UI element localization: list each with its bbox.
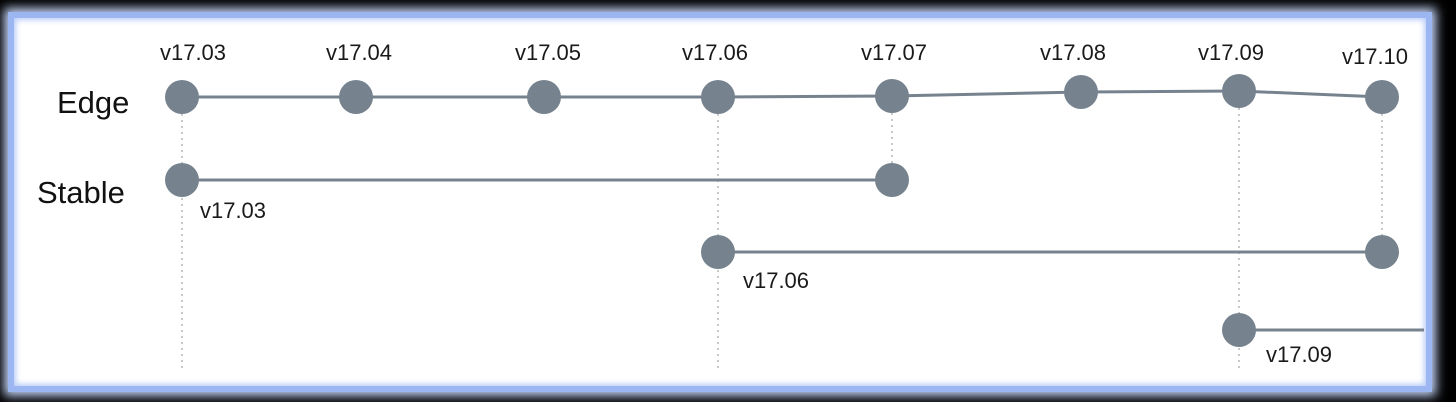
stable-version-label: v17.06	[743, 268, 809, 293]
edge-version-label: v17.09	[1198, 40, 1264, 65]
edge-node-v17.08	[1064, 75, 1098, 109]
guide-lines	[181, 108, 1383, 370]
edge-node-v17.04	[339, 80, 373, 114]
edge-segment	[891, 90, 1082, 98]
edge-version-label: v17.04	[326, 40, 392, 65]
stable-end-node	[875, 163, 909, 197]
edge-segment	[1080, 89, 1240, 94]
edge-version-label: v17.06	[682, 40, 748, 65]
edge-version-label: v17.08	[1040, 40, 1106, 65]
branch-lines	[182, 89, 1424, 332]
edge-version-label: v17.10	[1342, 44, 1408, 69]
row-label-stable: Stable	[37, 175, 125, 210]
edge-node-v17.05	[527, 80, 561, 114]
version-nodes	[165, 74, 1399, 347]
edge-node-v17.10	[1365, 80, 1399, 114]
stable-start-node-v17.06	[701, 235, 735, 269]
edge-node-v17.03	[165, 80, 199, 114]
edge-version-label: v17.07	[861, 40, 927, 65]
edge-node-v17.07	[875, 79, 909, 113]
edge-version-label: v17.03	[160, 40, 226, 65]
version-labels: v17.03 v17.04 v17.05 v17.06 v17.07 v17.08 v17.…	[160, 40, 1408, 367]
stable-version-label: v17.03	[200, 198, 266, 223]
stable-end-node	[1365, 235, 1399, 269]
stable-start-node-v17.03	[165, 163, 199, 197]
stable-start-node-v17.09	[1222, 313, 1256, 347]
edge-node-v17.09	[1222, 74, 1256, 108]
row-label-edge: Edge	[57, 85, 129, 120]
edge-node-v17.06	[701, 80, 735, 114]
edge-segment	[1238, 89, 1383, 99]
diagram-panel	[8, 12, 1432, 392]
edge-version-label: v17.05	[515, 40, 581, 65]
stable-version-label: v17.09	[1266, 342, 1332, 367]
edge-segment	[717, 94, 893, 99]
